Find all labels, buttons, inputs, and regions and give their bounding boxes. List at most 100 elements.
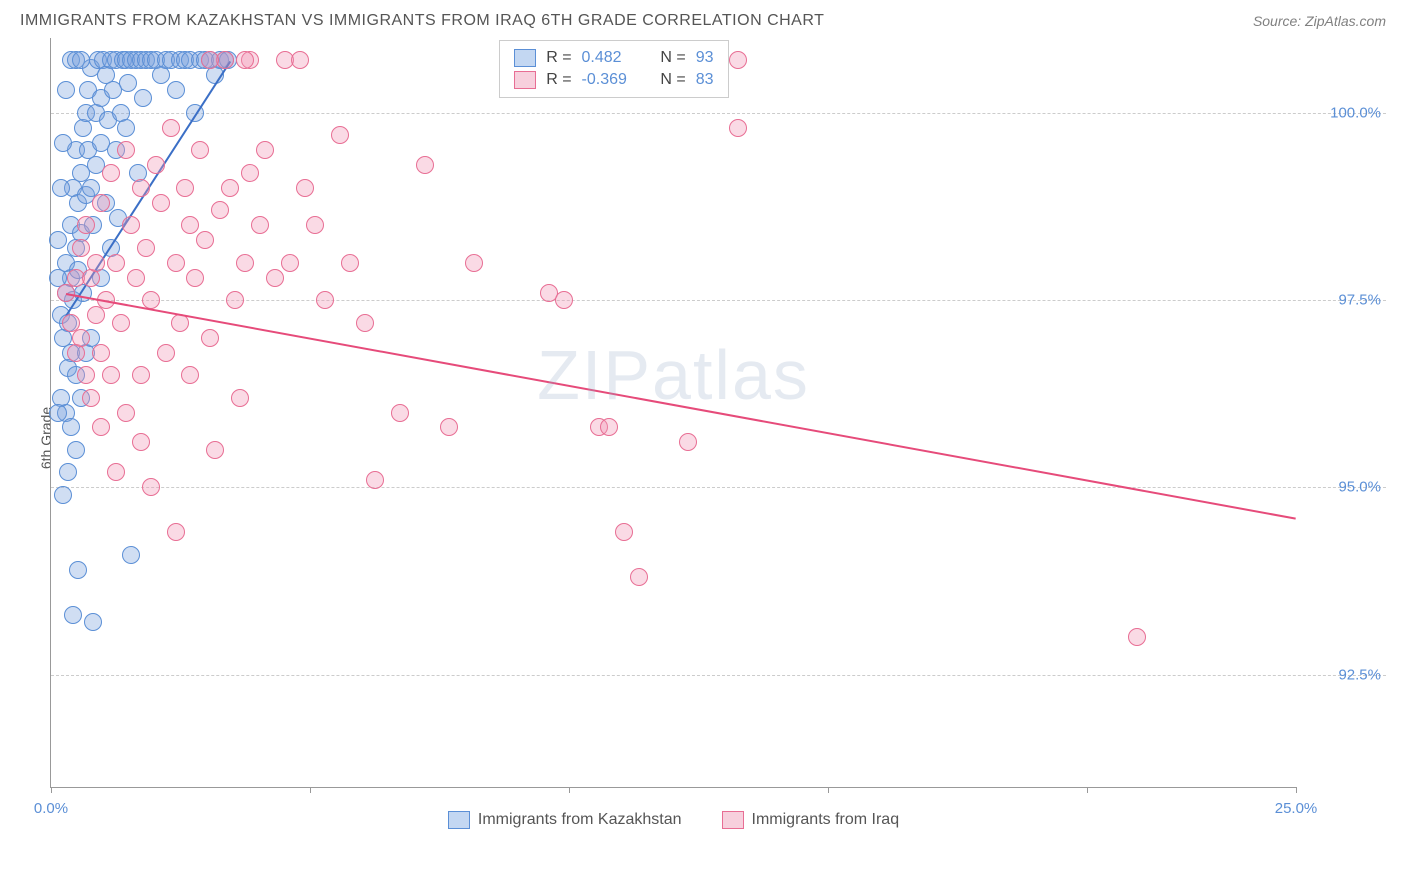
scatter-point [167, 254, 185, 272]
legend-swatch [448, 811, 470, 829]
scatter-point [440, 418, 458, 436]
scatter-point [600, 418, 618, 436]
scatter-point [201, 51, 219, 69]
scatter-point [679, 433, 697, 451]
scatter-point [306, 216, 324, 234]
chart-container: 6th Grade ZIPatlas R = 0.482 N = 93R = -… [50, 38, 1386, 838]
scatter-point [251, 216, 269, 234]
scatter-point [142, 478, 160, 496]
scatter-point [77, 366, 95, 384]
scatter-point [102, 366, 120, 384]
scatter-point [729, 51, 747, 69]
scatter-point [465, 254, 483, 272]
scatter-point [92, 418, 110, 436]
gridline [51, 487, 1386, 488]
scatter-point [236, 254, 254, 272]
scatter-point [221, 179, 239, 197]
legend-r-value: 0.482 [582, 49, 642, 67]
scatter-point [196, 231, 214, 249]
scatter-point [181, 216, 199, 234]
scatter-point [356, 314, 374, 332]
scatter-point [167, 81, 185, 99]
y-tick-label: 92.5% [1338, 666, 1381, 683]
scatter-point [132, 366, 150, 384]
scatter-point [54, 486, 72, 504]
scatter-point [62, 418, 80, 436]
scatter-point [87, 306, 105, 324]
correlation-legend: R = 0.482 N = 93R = -0.369 N = 83 [499, 40, 728, 98]
scatter-point [107, 463, 125, 481]
scatter-point [87, 254, 105, 272]
scatter-point [236, 51, 254, 69]
scatter-point [69, 561, 87, 579]
scatter-point [281, 254, 299, 272]
y-tick-label: 95.0% [1338, 479, 1381, 496]
y-tick-label: 100.0% [1330, 104, 1381, 121]
x-tick [828, 787, 829, 793]
scatter-point [181, 366, 199, 384]
legend-swatch [722, 811, 744, 829]
scatter-point [157, 344, 175, 362]
x-tick [1087, 787, 1088, 793]
scatter-point [49, 404, 67, 422]
scatter-point [117, 141, 135, 159]
legend-row: R = -0.369 N = 83 [514, 69, 713, 91]
scatter-point [92, 194, 110, 212]
scatter-point [122, 216, 140, 234]
scatter-point [77, 216, 95, 234]
scatter-point [132, 179, 150, 197]
legend-r-value: -0.369 [582, 71, 642, 89]
scatter-point [241, 164, 259, 182]
bottom-legend-item: Immigrants from Iraq [722, 811, 900, 829]
legend-n-value: 93 [696, 49, 714, 67]
scatter-point [226, 291, 244, 309]
legend-row: R = 0.482 N = 93 [514, 47, 713, 69]
x-tick-label: 0.0% [34, 800, 68, 817]
x-tick [1296, 787, 1297, 793]
legend-r-label: R = [546, 71, 571, 89]
scatter-point [152, 194, 170, 212]
scatter-point [49, 231, 67, 249]
scatter-point [291, 51, 309, 69]
scatter-point [162, 119, 180, 137]
scatter-point [191, 141, 209, 159]
scatter-point [256, 141, 274, 159]
chart-header: IMMIGRANTS FROM KAZAKHSTAN VS IMMIGRANTS… [0, 0, 1406, 38]
x-tick [51, 787, 52, 793]
scatter-point [92, 344, 110, 362]
legend-n-value: 83 [696, 71, 714, 89]
gridline [51, 113, 1386, 114]
legend-n-label: N = [652, 71, 686, 89]
scatter-point [186, 269, 204, 287]
x-tick [569, 787, 570, 793]
scatter-point [206, 441, 224, 459]
scatter-point [231, 389, 249, 407]
chart-title: IMMIGRANTS FROM KAZAKHSTAN VS IMMIGRANTS… [20, 12, 824, 30]
scatter-point [416, 156, 434, 174]
scatter-point [331, 126, 349, 144]
scatter-point [127, 269, 145, 287]
bottom-legend-item: Immigrants from Kazakhstan [448, 811, 682, 829]
scatter-point [1128, 628, 1146, 646]
legend-swatch [514, 49, 536, 67]
scatter-point [176, 179, 194, 197]
legend-r-label: R = [546, 49, 571, 67]
scatter-point [102, 164, 120, 182]
scatter-point [296, 179, 314, 197]
plot-area: ZIPatlas R = 0.482 N = 93R = -0.369 N = … [50, 38, 1296, 788]
gridline [51, 300, 1386, 301]
scatter-point [57, 81, 75, 99]
scatter-point [107, 254, 125, 272]
scatter-point [112, 314, 130, 332]
scatter-point [555, 291, 573, 309]
watermark-part1: ZIP [537, 336, 652, 414]
scatter-point [59, 463, 77, 481]
scatter-point [82, 389, 100, 407]
scatter-point [147, 156, 165, 174]
scatter-point [72, 329, 90, 347]
scatter-point [132, 433, 150, 451]
bottom-legend-label: Immigrants from Iraq [752, 811, 900, 829]
scatter-point [137, 239, 155, 257]
scatter-point [54, 134, 72, 152]
scatter-point [211, 201, 229, 219]
